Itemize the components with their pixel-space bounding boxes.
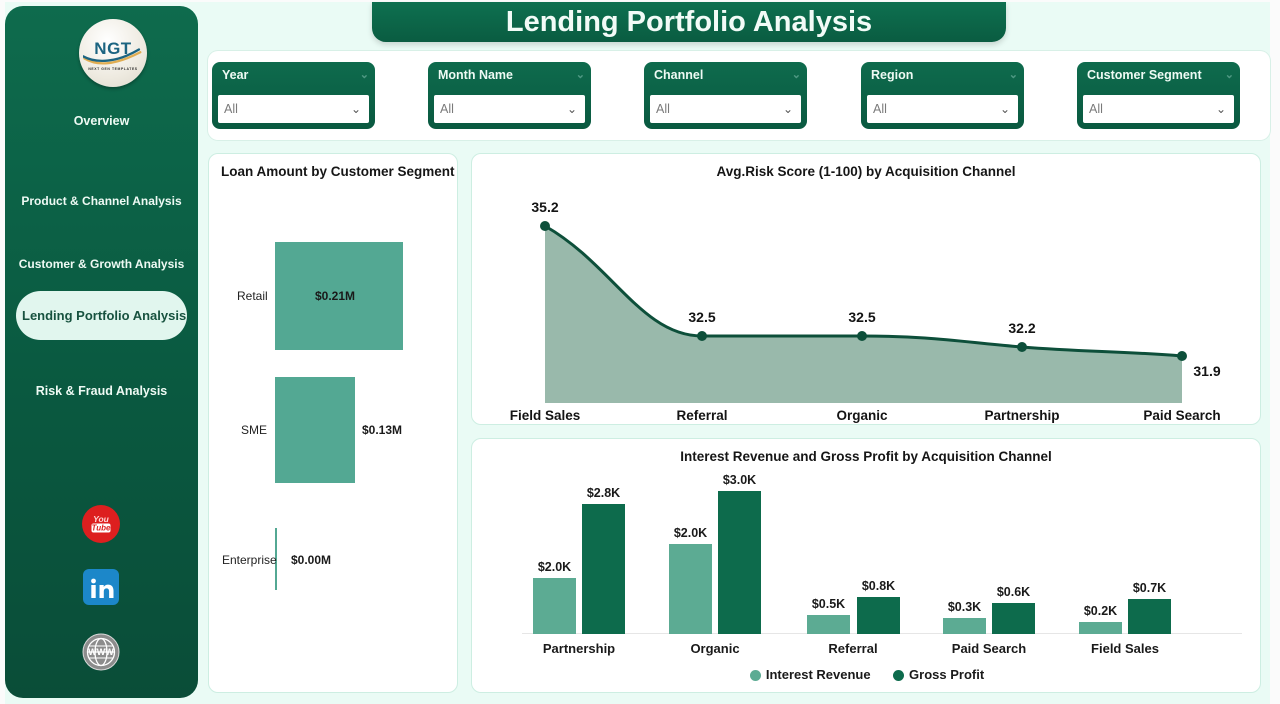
svg-text:WWW: WWW [88,647,114,657]
svg-text:Partnership: Partnership [984,408,1059,423]
svg-text:35.2: 35.2 [531,199,558,215]
svg-text:Field Sales: Field Sales [510,408,581,423]
svg-text:Tube: Tube [92,523,112,532]
svg-text:32.5: 32.5 [688,309,715,325]
svg-text:31.9: 31.9 [1193,363,1220,379]
svg-text:Referral: Referral [676,408,727,423]
svg-text:32.5: 32.5 [848,309,875,325]
svg-text:Organic: Organic [836,408,888,423]
svg-text:32.2: 32.2 [1008,320,1035,336]
svg-text:Paid Search: Paid Search [1143,408,1220,423]
